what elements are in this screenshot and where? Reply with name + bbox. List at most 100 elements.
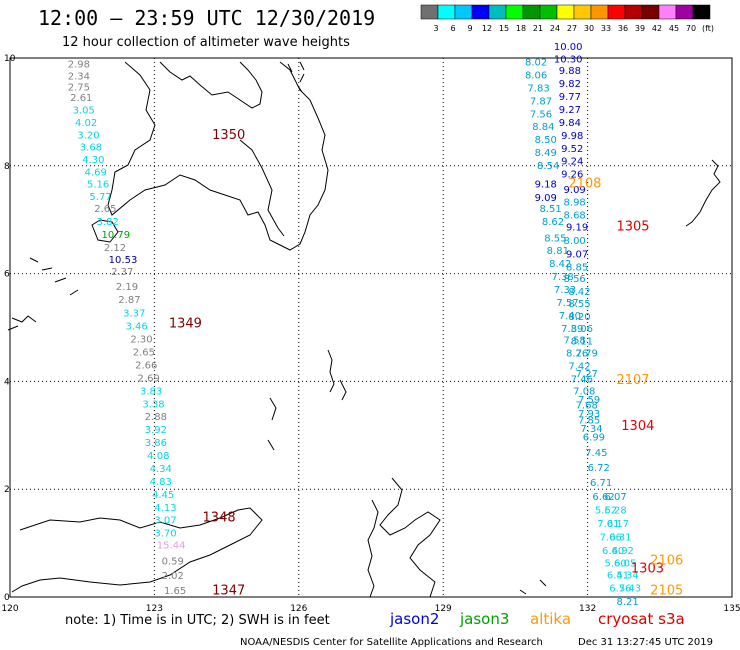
wave-height-value: 4.08	[147, 451, 169, 462]
color-swatch	[675, 4, 694, 20]
color-scale-label: 42	[652, 24, 662, 33]
wave-height-value: 8.26	[566, 349, 588, 360]
wave-height-value: 1.65	[164, 586, 186, 597]
color-scale-label: 6	[450, 24, 455, 33]
wave-height-value: 7.39	[561, 324, 583, 335]
color-scale-label: 18	[516, 24, 526, 33]
wave-height-value: 9.26	[561, 170, 583, 181]
page-title: 12:00 – 23:59 UTC 12/30/2019	[38, 6, 375, 30]
x-tick-label: 126	[290, 604, 307, 614]
wave-height-value: 7.59	[578, 395, 600, 406]
wave-height-value: 8.42	[568, 287, 590, 298]
color-swatch	[437, 4, 456, 20]
wave-height-value: 2.02	[162, 571, 184, 582]
wave-height-value: 2.65	[94, 204, 116, 215]
wave-height-value: 6.99	[583, 433, 605, 444]
footer-credit: NOAA/NESDIS Center for Satellite Applica…	[240, 637, 543, 648]
wave-height-value: 8.06	[525, 70, 547, 81]
pass-number-label: 2108	[568, 176, 601, 191]
coastlines	[7, 61, 721, 598]
wave-height-value: 8.51	[539, 204, 561, 215]
y-tick-label: 2	[4, 485, 10, 495]
wave-height-value: 8.21	[616, 597, 638, 608]
color-scale-label: 27	[567, 24, 577, 33]
wave-height-value: 2.37	[111, 267, 133, 278]
wave-height-value: 9.07	[566, 249, 588, 260]
pass-number-label: 1350	[212, 128, 245, 143]
sulawesi-coastline	[11, 507, 263, 593]
wave-height-value: 7.42	[568, 362, 590, 373]
wave-height-value: 2.65	[133, 348, 155, 359]
wave-height-value: 6.40	[602, 546, 624, 557]
sulu-islands	[7, 257, 79, 331]
wave-height-value: 7.56	[530, 109, 552, 120]
wave-height-value: 7.93	[578, 409, 600, 420]
color-scale-label: 12	[482, 24, 492, 33]
x-tick-label: 123	[146, 604, 163, 614]
wave-height-value: 2.98	[68, 60, 90, 71]
wave-height-value: 10.30	[554, 54, 583, 65]
wave-height-value: 3.83	[140, 386, 162, 397]
wave-height-value: 4.13	[154, 503, 176, 514]
wave-height-value: 10.79	[101, 230, 130, 241]
wave-height-value: 9.88	[559, 66, 581, 77]
color-swatch	[471, 4, 490, 20]
small-islands-east	[287, 61, 547, 595]
color-scale-label: 24	[550, 24, 560, 33]
wave-height-value: 4.69	[85, 168, 107, 179]
wave-height-value: 5.77	[89, 192, 111, 203]
pass-number-labels: 1350 1349 1348 1347 1305 1304 1303 2108 2107 2106…	[169, 128, 683, 598]
x-tick-label: 129	[435, 604, 452, 614]
pass-number-label: 1305	[616, 219, 649, 234]
satellite-legend: jason2 jason3 altika cryosat s3a	[389, 610, 685, 628]
wave-height-value: 6.71	[590, 478, 612, 489]
map-frame	[9, 57, 733, 598]
color-swatch	[454, 4, 473, 20]
wave-height-value: 3.86	[145, 438, 167, 449]
wave-height-value: 7.85	[578, 415, 600, 426]
wave-height-value: 7.57	[556, 298, 578, 309]
y-tick-label: 10	[4, 54, 16, 64]
wave-height-value: 2.30	[130, 335, 152, 346]
wave-height-value: 9.84	[559, 118, 581, 129]
wave-height-value: 8.56	[564, 274, 586, 285]
footer-note: note: 1) Time is in UTC; 2) SWH is in fe…	[65, 613, 330, 628]
color-scale-label: 36	[618, 24, 628, 33]
pass-number-label: 1304	[621, 419, 654, 434]
wave-height-value: 10.00	[554, 42, 583, 53]
color-scale-label: 3	[433, 24, 438, 33]
wave-height-value: 4.02	[75, 118, 97, 129]
color-scale-label: 33	[601, 24, 611, 33]
wave-height-value: 2.34	[68, 72, 90, 83]
wave-height-value: 2.61	[70, 93, 92, 104]
wave-height-value: 8.85	[566, 262, 588, 273]
color-swatch	[505, 4, 524, 20]
wave-height-value: 7.58	[564, 336, 586, 347]
wave-height-value: 2.88	[145, 412, 167, 423]
wave-height-value: 2.66	[135, 360, 157, 371]
wave-height-value: 5.16	[87, 179, 109, 190]
wave-height-value: 7.68	[576, 400, 598, 411]
wave-height-value: 9.27	[559, 105, 581, 116]
inner-bay-coastline	[239, 139, 285, 237]
wave-height-value: 9.98	[561, 131, 583, 142]
wave-height-value: 7.79	[576, 349, 598, 360]
footer-timestamp: Dec 31 13:27:45 UTC 2019	[578, 637, 713, 648]
x-tick-label: 120	[1, 604, 18, 614]
wave-height-value: 3.20	[77, 130, 99, 141]
wave-height-value: 6.76	[609, 584, 631, 595]
wave-height-value: 6.72	[588, 463, 610, 474]
island-north-coastline	[159, 61, 263, 109]
wave-height-value: 3.82	[97, 217, 119, 228]
wave-height-value: 8.20	[568, 312, 590, 323]
mindanao-coastline	[107, 61, 329, 251]
page-subtitle: 12 hour collection of altimeter wave hei…	[62, 35, 350, 50]
pass-number-label: 1348	[203, 511, 236, 526]
wave-height-value: 6.41	[607, 571, 629, 582]
palau-islands	[685, 159, 721, 227]
wave-height-value: 7.33	[554, 285, 576, 296]
color-swatch	[573, 4, 592, 20]
wave-height-value: 9.09	[564, 185, 586, 196]
